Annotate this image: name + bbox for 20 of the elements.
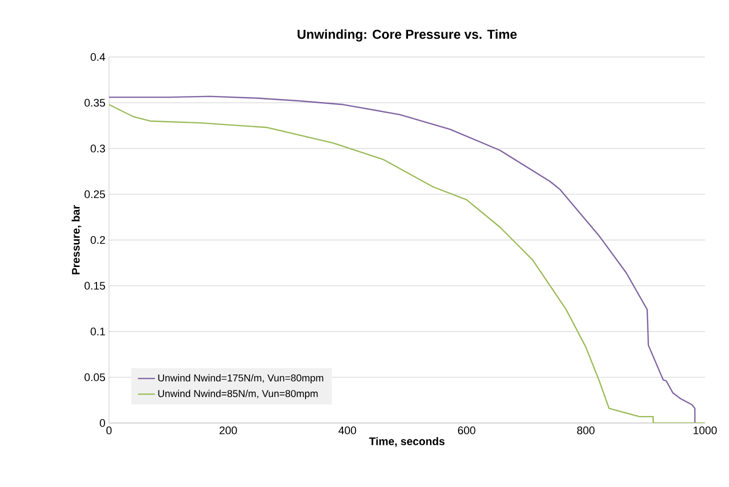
y-tick-label: 0.4 — [90, 53, 106, 61]
y-tick-label: 0 — [100, 419, 106, 427]
x-tick-label: 400 — [338, 426, 356, 434]
x-axis-title: Time, seconds — [369, 437, 445, 447]
y-tick-label: 0.3 — [90, 144, 105, 152]
y-tick-label: 0.05 — [84, 373, 106, 382]
x-tick-label: 200 — [220, 426, 237, 434]
y-tick-label: 0.1 — [90, 328, 105, 336]
x-tick-label: 600 — [458, 426, 476, 434]
chart-title: Unwinding: Core Pressure vs. Time — [298, 29, 517, 42]
x-tick-label: 0 — [106, 426, 112, 434]
y-tick-label: 0.25 — [84, 190, 106, 198]
y-axis-title: Pressure, bar — [72, 205, 82, 274]
legend-label: Unwind Nwind=85N/m, Vun=80mpm — [158, 390, 318, 400]
legend-label: Unwind Nwind=175N/m, Vun=80mpm — [158, 374, 324, 384]
y-tick-label: 0.2 — [90, 236, 105, 244]
y-tick-label: 0.35 — [84, 98, 106, 107]
y-tick-label: 0.15 — [84, 282, 106, 290]
x-tick-label: 1000 — [694, 426, 717, 434]
x-tick-label: 800 — [577, 426, 595, 434]
